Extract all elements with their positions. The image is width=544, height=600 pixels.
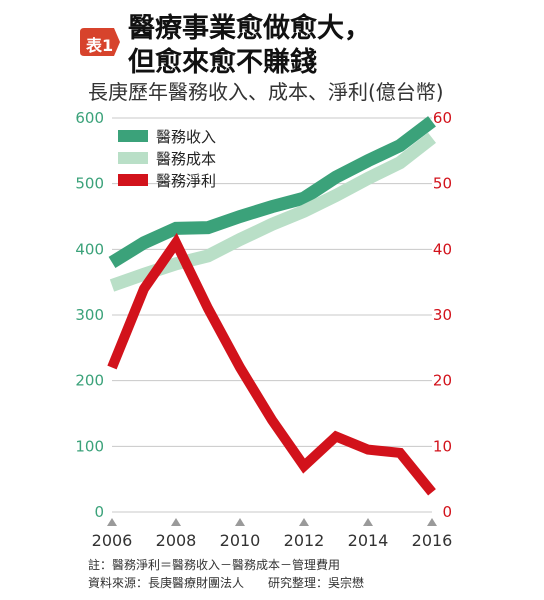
x-tick-label: 2006 — [92, 531, 133, 550]
badge-label: 表1 — [86, 36, 114, 55]
grid-lines — [112, 117, 432, 513]
right-tick-label: 40 — [433, 240, 452, 258]
footnote: 註：醫務淨利＝醫務收入－醫務成本－管理費用 — [88, 558, 341, 572]
left-tick-label: 0 — [94, 503, 104, 521]
right-tick-label: 60 — [433, 109, 452, 127]
right-tick-label: 10 — [433, 437, 452, 455]
right-tick-label: 0 — [442, 503, 452, 521]
series-line — [108, 116, 436, 269]
legend-swatch — [118, 152, 148, 164]
x-tick-marker — [427, 518, 437, 526]
legend-label: 醫務成本 — [156, 150, 216, 168]
x-tick-marker — [171, 518, 181, 526]
badge-shape — [80, 28, 120, 56]
legend-swatch — [118, 130, 148, 142]
chart-title-line-2: 但愈來愈不賺錢 — [128, 47, 317, 78]
x-tick-label: 2014 — [348, 531, 389, 550]
x-tick-label: 2012 — [284, 531, 325, 550]
legend-label: 醫務淨利 — [156, 172, 216, 190]
left-tick-label: 500 — [75, 175, 104, 193]
right-axis: 0 10 20 30 40 50 60 — [433, 109, 452, 521]
x-tick-marker — [235, 518, 245, 526]
left-axis: 0 100 200 300 400 500 600 — [75, 109, 104, 521]
series-layer — [107, 116, 436, 496]
left-tick-label: 300 — [75, 306, 104, 324]
x-tick-label: 2008 — [156, 531, 197, 550]
series-line — [107, 232, 436, 496]
x-tick-label: 2010 — [220, 531, 261, 550]
right-tick-label: 50 — [433, 175, 452, 193]
chart-badge — [80, 28, 120, 56]
chart-title-line-1: 醫療事業愈做愈大， — [128, 13, 371, 44]
x-tick-marker — [107, 518, 117, 526]
left-tick-label: 100 — [75, 437, 104, 455]
legend-swatch — [118, 174, 148, 186]
x-axis: 2006 2008 2010 2012 2014 2016 — [92, 518, 453, 550]
x-tick-marker — [299, 518, 309, 526]
right-tick-label: 20 — [433, 372, 452, 390]
right-tick-label: 30 — [433, 306, 452, 324]
source-note: 資料來源：長庚醫療財團法人 研究整理：吳宗懋 — [88, 576, 365, 590]
series-line — [109, 132, 436, 292]
left-tick-label: 200 — [75, 372, 104, 390]
x-tick-marker — [363, 518, 373, 526]
chart-subtitle: 長庚歷年醫務收入、成本、淨利(億台幣) — [88, 80, 444, 104]
left-tick-label: 600 — [75, 109, 104, 127]
x-tick-label: 2016 — [412, 531, 453, 550]
left-tick-label: 400 — [75, 240, 104, 258]
legend-label: 醫務收入 — [156, 128, 216, 146]
